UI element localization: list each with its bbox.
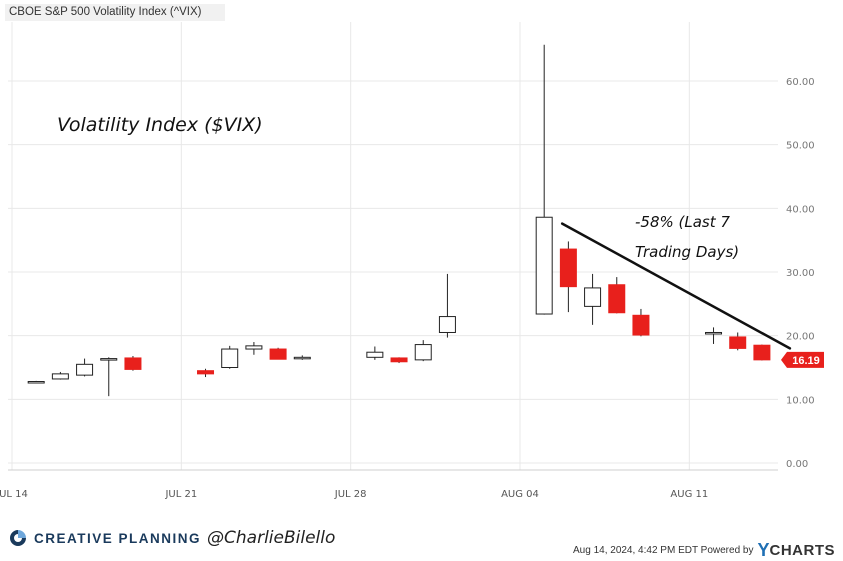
candle-body [76, 363, 94, 376]
candle [366, 346, 384, 360]
candle [221, 345, 239, 369]
title-background [5, 4, 225, 21]
candle-body [729, 336, 747, 349]
candle-body [245, 345, 263, 350]
candle [584, 273, 602, 325]
candle-body [221, 348, 239, 368]
candle [51, 371, 69, 380]
candle [100, 357, 118, 397]
candle-body [608, 284, 626, 314]
last-value-text: 16.19 [792, 355, 820, 367]
candle [293, 355, 311, 360]
candles [27, 44, 771, 397]
x-tick-label: AUG 11 [670, 489, 708, 500]
candle [269, 347, 287, 360]
y-axis: 0.00 10.00 20.00 30.00 40.00 50.00 60.00 [786, 77, 815, 470]
candle [608, 277, 626, 314]
candle [729, 332, 747, 351]
decline-annotation-line2: Trading Days) [635, 243, 739, 261]
candle [197, 368, 215, 378]
candle-body [753, 344, 771, 361]
x-tick-label: AUG 04 [501, 489, 539, 500]
candle [753, 344, 771, 361]
y-tick-label: 0.00 [786, 459, 808, 470]
vix-chart: 0.00 10.00 20.00 30.00 40.00 50.00 60.00 JUL 1… [0, 22, 824, 500]
candle-body [124, 357, 142, 370]
candle-body [197, 370, 215, 375]
y-tick-label: 10.00 [786, 395, 815, 406]
candle [414, 340, 432, 362]
candle-body [366, 351, 384, 358]
candle-body [632, 314, 650, 336]
candle-body [535, 216, 553, 315]
candle [705, 327, 723, 344]
candle [76, 358, 94, 377]
ycharts-logo-y: Y [757, 540, 770, 560]
candle-body [584, 287, 602, 307]
footer-attribution: Aug 14, 2024, 4:42 PM EDT Powered by Y C… [573, 540, 835, 561]
candle-body [100, 358, 118, 361]
y-tick-label: 20.00 [786, 332, 815, 343]
decline-trendline [560, 222, 792, 350]
candle [535, 44, 553, 315]
timestamp: Aug 14, 2024, 4:42 PM EDT Powered by [573, 545, 754, 556]
y-tick-label: 40.00 [786, 204, 815, 215]
main-annotation: Volatility Index ($VIX) [57, 114, 263, 136]
candle-body [559, 248, 577, 288]
creative-planning-logo-icon [8, 528, 28, 548]
y-tick-label: 60.00 [786, 77, 815, 88]
candle-body [293, 356, 311, 360]
candle-body [705, 331, 723, 335]
candle-body [414, 344, 432, 361]
candle [390, 357, 408, 364]
candle [245, 342, 263, 355]
candle-body [390, 357, 408, 363]
y-tick-label: 30.00 [786, 268, 815, 279]
candle-body [51, 373, 69, 380]
candle [438, 273, 456, 338]
decline-annotation-line1: -58% (Last 7 [635, 213, 730, 231]
candle-body [27, 381, 45, 384]
chart-title: CBOE S&P 500 Volatility Index (^VIX) [9, 6, 202, 18]
candle [559, 241, 577, 313]
candle [124, 356, 142, 371]
x-axis: JUL 14 JUL 21 JUL 28 AUG 04 AUG 11 [0, 489, 708, 500]
ycharts-logo-text: CHARTS [769, 542, 835, 559]
overlays: Volatility Index ($VIX) -58% (Last 7 Tradi… [57, 114, 824, 368]
author-handle: @CharlieBilello [207, 528, 336, 548]
x-tick-label: JUL 21 [164, 489, 197, 500]
footer-brand: CREATIVE PLANNING @CharlieBilello [8, 528, 335, 548]
x-tick-label: JUL 14 [0, 489, 28, 500]
brand-name: CREATIVE PLANNING [34, 530, 202, 546]
gridlines [8, 22, 778, 471]
candle [27, 380, 45, 384]
x-tick-label: JUL 28 [334, 489, 367, 500]
last-value-badge [781, 351, 824, 368]
candle-body [438, 316, 456, 333]
candle [632, 308, 650, 337]
candle-body [269, 348, 287, 360]
y-tick-label: 50.00 [786, 141, 815, 152]
